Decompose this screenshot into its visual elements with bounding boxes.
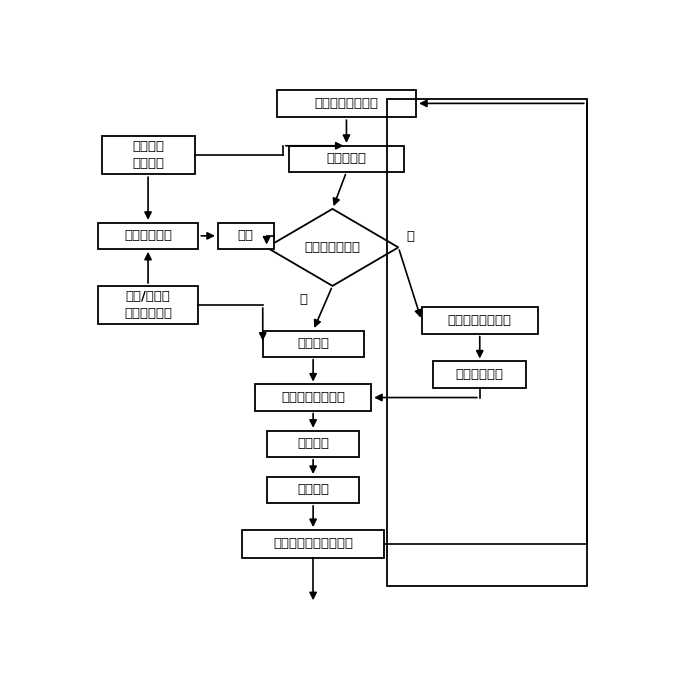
Bar xyxy=(218,223,274,249)
Text: 热流变化: 热流变化 xyxy=(297,484,329,496)
Bar xyxy=(422,308,538,333)
Bar xyxy=(97,286,199,325)
Text: 可变电阻阻值置零: 可变电阻阻值置零 xyxy=(448,314,512,327)
Bar xyxy=(97,223,199,249)
Text: 加热/制冷执
行器当前温度: 加热/制冷执 行器当前温度 xyxy=(124,290,172,320)
Text: 控温对象设定温度: 控温对象设定温度 xyxy=(314,97,379,110)
Bar xyxy=(263,331,364,357)
Bar xyxy=(387,99,587,587)
Text: 是: 是 xyxy=(407,230,415,243)
Bar xyxy=(268,430,359,457)
Bar xyxy=(289,146,404,172)
Text: 否: 否 xyxy=(299,293,307,306)
Text: 热阻控制算法: 热阻控制算法 xyxy=(124,229,172,242)
Bar xyxy=(268,477,359,503)
Bar xyxy=(255,385,371,411)
Text: 阈值: 阈值 xyxy=(238,229,254,242)
Text: 控制信号: 控制信号 xyxy=(297,337,329,350)
Polygon shape xyxy=(266,209,398,286)
Text: 计算差分值: 计算差分值 xyxy=(327,152,366,165)
Text: 控温对象
当前温度: 控温对象 当前温度 xyxy=(132,140,164,170)
Bar xyxy=(242,530,385,558)
Bar xyxy=(276,89,416,117)
Text: 是否超出阈值？: 是否超出阈值？ xyxy=(304,241,360,254)
Text: 调节可变电阻阻值: 调节可变电阻阻值 xyxy=(281,391,345,404)
Text: 调节热阻最小: 调节热阻最小 xyxy=(456,368,504,381)
Text: 调节热阻: 调节热阻 xyxy=(297,437,329,450)
Text: 当前温度通近设定温度: 当前温度通近设定温度 xyxy=(273,537,353,550)
Bar xyxy=(433,361,526,387)
Bar xyxy=(101,136,195,174)
